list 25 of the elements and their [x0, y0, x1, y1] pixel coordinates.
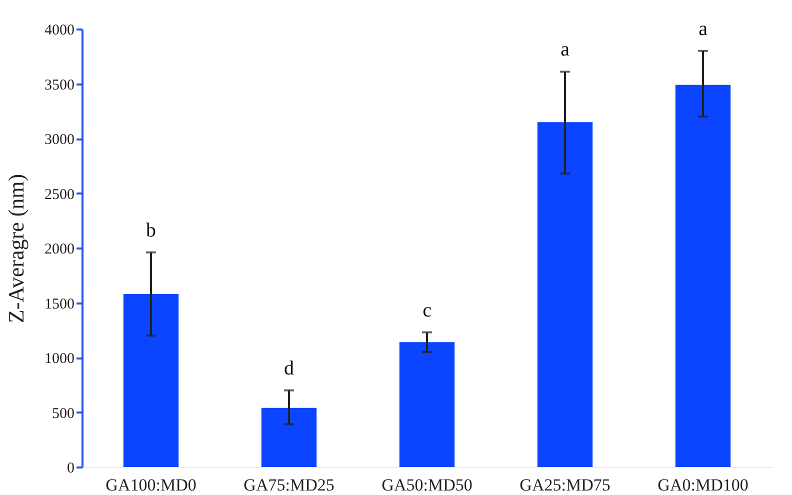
x-tick-label: GA0:MD100	[658, 476, 748, 494]
bar	[399, 342, 455, 467]
bar	[537, 122, 593, 467]
annotation: a	[560, 38, 570, 61]
annotation: c	[422, 299, 432, 322]
y-tick-label: 500	[52, 406, 74, 422]
x-tick-label: GA50:MD50	[382, 476, 472, 494]
y-tick-label: 2000	[44, 242, 74, 258]
y-tick-label: 3000	[44, 132, 74, 148]
annotation: a	[698, 18, 708, 40]
y-tick-label: 1000	[44, 351, 74, 367]
y-tick-label: 3500	[44, 77, 74, 94]
x-tick-label: GA25:MD75	[520, 476, 610, 494]
y-tick-label: 0	[67, 460, 74, 476]
annotation: d	[284, 357, 294, 380]
y-tick-label: 1500	[44, 296, 74, 312]
bar	[261, 408, 317, 467]
x-tick-label: GA100:MD0	[106, 476, 196, 494]
bar	[123, 294, 179, 467]
bar	[675, 84, 731, 467]
y-axis-title: Z-Averagre (nm)	[4, 174, 28, 324]
y-tick-label: 4000	[44, 22, 74, 38]
annotation: b	[146, 219, 156, 242]
x-tick-label: GA75:MD25	[244, 476, 334, 494]
y-tick-label: 2500	[44, 186, 74, 203]
